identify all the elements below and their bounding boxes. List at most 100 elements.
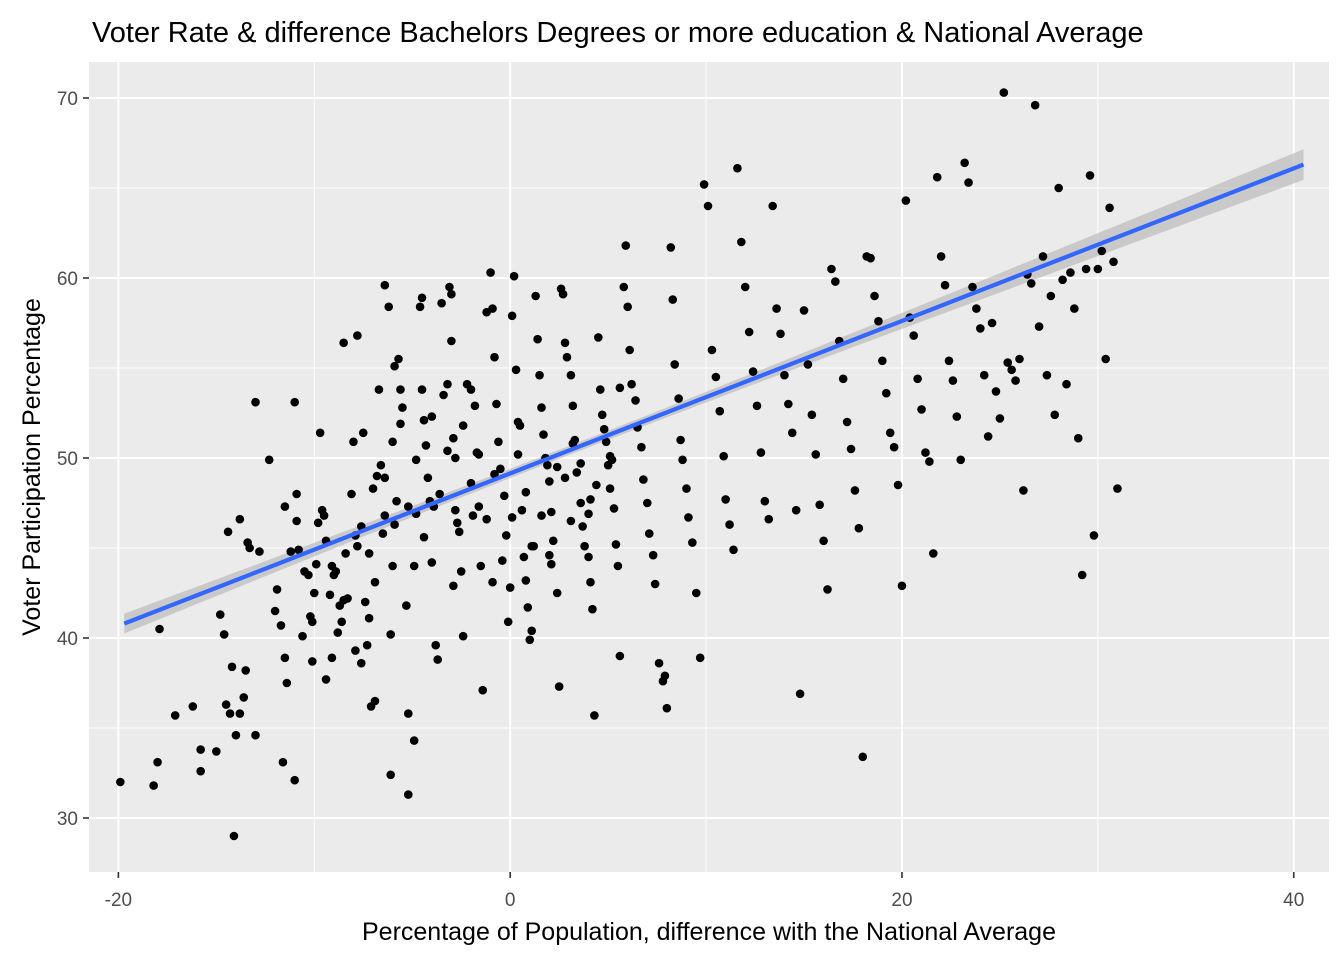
- points-layer: [116, 88, 1122, 841]
- data-point: [409, 736, 419, 745]
- data-point: [827, 264, 836, 274]
- data-point: [517, 505, 527, 515]
- data-point: [592, 480, 601, 490]
- data-point: [439, 390, 448, 400]
- x-tick-label: 0: [505, 890, 516, 911]
- data-point: [451, 505, 460, 515]
- data-point: [1062, 379, 1071, 389]
- data-point: [280, 502, 290, 511]
- chart-title: Voter Rate & difference Bachelors Degree…: [92, 17, 1144, 49]
- data-point: [537, 403, 546, 412]
- data-point: [1093, 264, 1103, 274]
- data-point: [474, 450, 484, 459]
- data-point: [384, 302, 394, 312]
- data-point: [196, 745, 205, 754]
- data-point: [235, 709, 245, 718]
- data-point: [521, 487, 531, 497]
- data-point: [304, 570, 313, 580]
- data-point: [595, 385, 605, 394]
- data-point: [858, 752, 868, 762]
- data-point: [294, 545, 303, 555]
- data-point: [390, 520, 399, 529]
- data-point: [803, 360, 813, 369]
- data-point: [235, 514, 245, 524]
- data-point: [901, 196, 911, 205]
- data-point: [212, 747, 221, 756]
- data-point: [488, 304, 497, 313]
- data-point: [932, 172, 942, 182]
- data-point: [676, 435, 685, 445]
- data-point: [264, 455, 274, 465]
- data-point: [519, 552, 529, 562]
- data-point: [562, 352, 572, 362]
- data-point: [576, 498, 585, 508]
- data-point: [419, 415, 429, 425]
- data-point: [654, 658, 664, 668]
- data-point: [547, 507, 556, 517]
- data-point: [341, 549, 350, 558]
- data-point: [1038, 252, 1048, 261]
- data-point: [149, 781, 158, 790]
- data-point: [404, 790, 413, 799]
- data-point: [509, 271, 519, 281]
- data-point: [854, 523, 864, 533]
- data-point: [370, 577, 380, 587]
- data-point: [909, 331, 919, 340]
- data-point: [374, 385, 384, 394]
- data-point: [417, 385, 427, 394]
- data-point: [1054, 183, 1063, 193]
- data-point: [503, 617, 513, 627]
- data-point: [1113, 484, 1122, 493]
- data-point: [153, 757, 162, 767]
- data-point: [466, 385, 476, 394]
- data-point: [196, 766, 205, 776]
- data-point: [447, 289, 456, 299]
- data-point: [513, 450, 523, 459]
- data-point: [662, 703, 672, 713]
- data-point: [936, 252, 946, 261]
- data-point: [684, 513, 693, 522]
- data-point: [515, 421, 525, 430]
- data-point: [525, 635, 535, 645]
- data-point: [507, 513, 517, 522]
- data-point: [733, 163, 742, 173]
- data-point: [752, 401, 762, 411]
- data-point: [282, 678, 292, 688]
- data-point: [435, 489, 444, 499]
- data-point: [431, 640, 441, 650]
- data-point: [584, 509, 593, 519]
- data-point: [586, 577, 595, 587]
- data-point: [893, 480, 903, 490]
- data-point: [586, 495, 595, 504]
- data-point: [276, 621, 286, 630]
- data-point: [380, 473, 390, 483]
- data-point: [292, 489, 301, 499]
- data-point: [392, 496, 401, 506]
- data-point: [623, 302, 632, 312]
- data-point: [1058, 275, 1067, 285]
- data-point: [885, 428, 895, 438]
- data-point: [231, 730, 241, 740]
- data-point: [333, 628, 343, 637]
- y-tick-label: 30: [57, 809, 78, 830]
- data-point: [850, 486, 860, 495]
- data-point: [729, 545, 738, 555]
- data-point: [468, 511, 478, 520]
- data-point: [764, 514, 774, 524]
- data-point: [831, 277, 840, 286]
- data-point: [691, 588, 701, 598]
- data-point: [239, 693, 249, 702]
- gridlines: [89, 62, 1329, 872]
- x-tick-label: -20: [105, 890, 132, 911]
- data-point: [327, 653, 337, 663]
- trend-line-layer: [123, 162, 1305, 626]
- data-point: [838, 374, 848, 384]
- data-point: [349, 437, 358, 447]
- data-point: [983, 432, 993, 441]
- data-point: [925, 457, 934, 466]
- data-point: [874, 316, 883, 326]
- y-tick-label: 60: [57, 269, 78, 290]
- data-point: [290, 775, 299, 785]
- data-point: [588, 604, 597, 614]
- data-point: [1085, 171, 1095, 180]
